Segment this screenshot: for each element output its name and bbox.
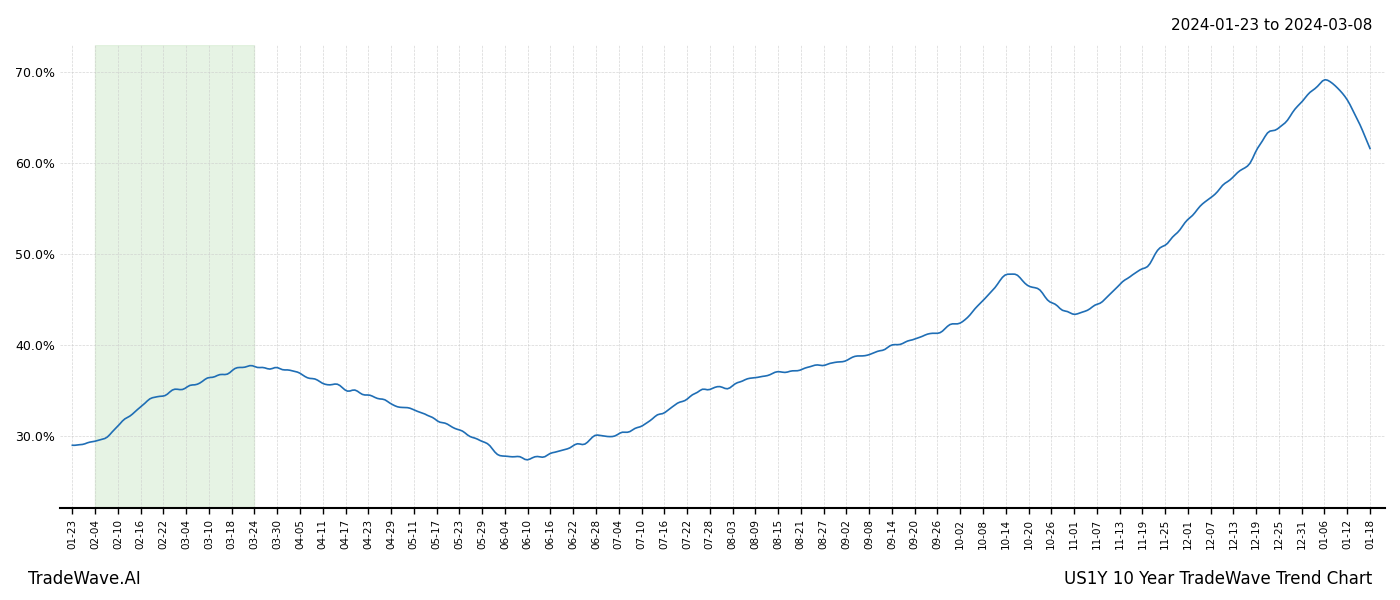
Text: US1Y 10 Year TradeWave Trend Chart: US1Y 10 Year TradeWave Trend Chart (1064, 570, 1372, 588)
Bar (95, 45, 255, 508)
Text: 2024-01-23 to 2024-03-08: 2024-01-23 to 2024-03-08 (1170, 18, 1372, 33)
Text: TradeWave.AI: TradeWave.AI (28, 570, 141, 588)
